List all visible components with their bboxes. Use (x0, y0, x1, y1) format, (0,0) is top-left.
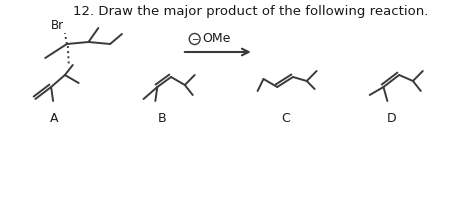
Text: 12. Draw the major product of the following reaction.: 12. Draw the major product of the follow… (73, 5, 428, 18)
Text: D: D (386, 112, 396, 125)
Text: Br: Br (51, 19, 64, 32)
Text: C: C (281, 112, 290, 125)
Text: A: A (50, 112, 58, 125)
Text: −: − (191, 34, 199, 43)
Text: B: B (158, 112, 166, 125)
Text: OMe: OMe (202, 33, 231, 45)
